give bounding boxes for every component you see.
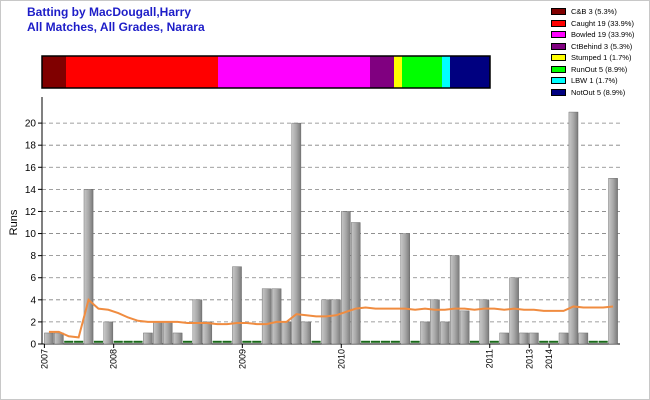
dismissal-legend: C&B 3 (5.3%) Caught 19 (33.9%) Bowled 19 (… [551, 6, 634, 98]
year-tick-label: 2007 [39, 349, 49, 369]
run-bar [321, 299, 331, 345]
legend-item: NotOut 5 (8.9%) [551, 87, 634, 99]
legend-label: LBW 1 (1.7%) [571, 76, 618, 86]
dismissal-strip-border [41, 55, 491, 89]
legend-swatch [551, 88, 566, 96]
run-bar [331, 299, 341, 345]
run-bar [192, 299, 203, 345]
legend-swatch [551, 65, 566, 73]
legend-swatch [551, 19, 566, 27]
legend-swatch [551, 77, 566, 85]
run-bar [608, 178, 618, 345]
y-tick-label: 12 [25, 207, 37, 218]
legend-swatch [551, 42, 566, 50]
legend-swatch [551, 8, 566, 16]
run-bar [529, 332, 539, 345]
y-axis-label: Runs [8, 209, 20, 235]
year-tick-label: 2011 [485, 349, 495, 368]
average-line [48, 297, 614, 339]
legend-label: C&B 3 (5.3%) [571, 7, 617, 17]
y-tick-label: 10 [25, 229, 37, 240]
legend-item: C&B 3 (5.3%) [551, 6, 634, 18]
run-bar [400, 233, 410, 345]
run-bar [558, 332, 569, 345]
dismissal-segment [66, 56, 218, 88]
run-bar [430, 299, 440, 345]
legend-item: Stumped 1 (1.7%) [551, 52, 634, 64]
legend-item: Caught 19 (33.9%) [551, 18, 634, 30]
run-bar [232, 266, 242, 345]
run-bar [83, 189, 94, 345]
legend-swatch [551, 31, 566, 39]
run-bar [281, 321, 292, 345]
run-bar [172, 332, 183, 345]
run-bar [420, 321, 430, 345]
chart-title: Batting by MacDougall,Harry [27, 5, 192, 19]
run-bar [341, 211, 351, 345]
run-bar [350, 222, 361, 345]
y-tick-label: 8 [30, 251, 36, 262]
dismissal-segment [442, 56, 450, 88]
chart-subtitle: All Matches, All Grades, Narara [27, 20, 205, 34]
run-bar [440, 321, 450, 345]
run-bar [301, 321, 312, 345]
year-tick-label: 2014 [544, 349, 554, 369]
run-bar [261, 288, 272, 345]
run-bar [519, 332, 529, 345]
legend-label: NotOut 5 (8.9%) [571, 87, 626, 97]
year-tick-label: 2008 [109, 349, 119, 369]
y-tick-label: 20 [25, 119, 37, 130]
run-bar [54, 332, 64, 345]
dismissal-segment [394, 56, 402, 88]
y-tick-label: 14 [25, 185, 37, 196]
legend-label: RunOut 5 (8.9%) [571, 64, 628, 74]
legend-label: CtBehind 3 (5.3%) [571, 41, 633, 51]
run-bar [162, 321, 173, 345]
run-bar [449, 255, 460, 345]
run-bar [509, 277, 519, 345]
legend-label: Bowled 19 (33.9%) [571, 30, 635, 40]
run-bar [499, 332, 509, 345]
run-bar [291, 122, 302, 345]
year-tick-label: 2013 [524, 349, 534, 369]
y-tick-label: 18 [25, 141, 37, 152]
run-bar [479, 299, 490, 345]
run-bar [153, 321, 163, 345]
y-tick-label: 6 [30, 273, 36, 284]
dismissal-segment [370, 56, 394, 88]
run-bar [44, 332, 54, 345]
year-tick-label: 2010 [336, 349, 346, 369]
run-bar [459, 310, 470, 345]
year-tick-label: 2009 [237, 349, 247, 369]
dismissal-segment [402, 56, 442, 88]
legend-item: Bowled 19 (33.9%) [551, 29, 634, 41]
dismissal-segment [42, 56, 66, 88]
run-bar [568, 111, 579, 345]
y-tick-label: 16 [25, 163, 37, 174]
run-bar [202, 321, 213, 345]
run-bar [143, 332, 153, 345]
legend-item: LBW 1 (1.7%) [551, 75, 634, 87]
legend-label: Caught 19 (33.9%) [571, 18, 634, 28]
y-tick-label: 0 [30, 340, 36, 351]
legend-item: RunOut 5 (8.9%) [551, 64, 634, 76]
run-bar [103, 321, 114, 345]
y-tick-label: 2 [30, 317, 36, 328]
legend-item: CtBehind 3 (5.3%) [551, 41, 634, 53]
run-bar [578, 332, 589, 345]
dismissal-segment [218, 56, 370, 88]
legend-swatch [551, 54, 566, 62]
legend-label: Stumped 1 (1.7%) [571, 53, 632, 63]
run-bar [271, 288, 282, 345]
dismissal-segment [450, 56, 490, 88]
y-tick-label: 4 [30, 295, 36, 306]
